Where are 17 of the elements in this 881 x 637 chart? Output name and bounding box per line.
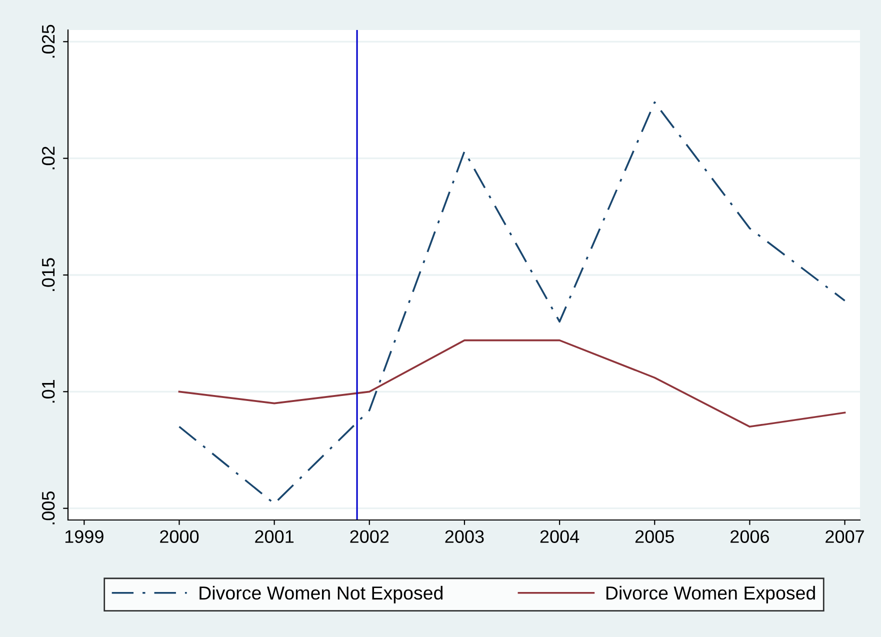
x-tick-label: 1999 xyxy=(65,530,104,543)
y-tick-label: .01 xyxy=(42,380,55,403)
y-tick-label: .005 xyxy=(42,492,55,524)
y-tick-label: .025 xyxy=(42,24,55,58)
legend-label: Divorce Women Exposed xyxy=(606,586,815,604)
x-tick-label: 2001 xyxy=(255,530,294,543)
x-tick-label: 2004 xyxy=(540,530,580,543)
y-tick-label: .015 xyxy=(42,258,55,291)
x-tick-label: 2002 xyxy=(350,530,389,543)
x-tick-label: 2000 xyxy=(160,530,199,543)
legend-label: Divorce Women Not Exposed xyxy=(200,586,442,604)
x-tick-label: 2005 xyxy=(635,530,674,543)
y-tick-label: .02 xyxy=(42,146,55,170)
x-tick-label: 2006 xyxy=(730,530,769,543)
x-tick-label: 2003 xyxy=(445,530,484,543)
line-series xyxy=(178,339,846,428)
x-tick-label: 2007 xyxy=(826,530,864,543)
